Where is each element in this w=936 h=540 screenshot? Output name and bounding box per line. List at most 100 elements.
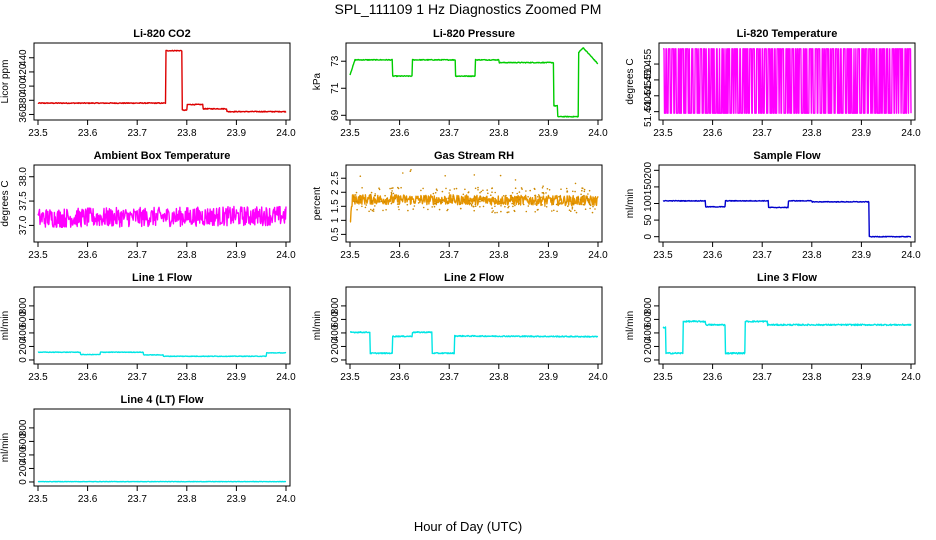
data-point (504, 205, 506, 208)
data-point (494, 205, 496, 208)
data-point (474, 196, 476, 198)
x-tick-label: 24.0 (588, 372, 608, 383)
x-tick-label: 23.6 (390, 372, 410, 383)
x-tick-label: 23.7 (752, 372, 772, 383)
data-point (479, 200, 481, 203)
data-point (370, 191, 373, 194)
data-point (587, 200, 590, 202)
x-tick-label: 23.5 (28, 494, 48, 505)
x-tick-label: 23.9 (539, 128, 559, 139)
data-point (513, 210, 516, 213)
panel-title: Line 3 Flow (757, 272, 817, 284)
x-tick-label: 23.8 (802, 128, 822, 139)
data-point (534, 211, 536, 213)
x-tick-label: 23.7 (752, 128, 772, 139)
data-point (361, 187, 363, 189)
data-point (570, 210, 572, 212)
data-point (589, 207, 591, 210)
data-point (525, 210, 528, 213)
data-point (468, 199, 470, 202)
data-point (386, 197, 389, 199)
data-point (354, 194, 357, 196)
data-point (579, 199, 582, 201)
data-point (556, 210, 558, 213)
data-point (370, 208, 372, 211)
data-point (542, 185, 544, 187)
y-tick-label: 38.0 (18, 167, 29, 187)
x-tick-label: 23.7 (439, 372, 459, 383)
x-tick-label: 24.0 (276, 250, 296, 261)
plot-frame (33, 286, 291, 365)
data-point (501, 202, 504, 204)
data-point (382, 209, 384, 212)
x-tick-label: 23.7 (752, 250, 772, 261)
data-point (441, 200, 443, 202)
data-point (422, 187, 424, 190)
plot-frame (345, 42, 603, 121)
data-point (587, 197, 589, 200)
data-point (470, 203, 473, 206)
data-point (541, 187, 544, 189)
data-point (449, 189, 451, 191)
data-point (514, 187, 517, 189)
data-point (436, 201, 438, 204)
series-line (662, 199, 912, 238)
data-point (423, 196, 426, 198)
y-tick-label: 51.440 (643, 96, 654, 127)
y-tick-label: 360 (18, 106, 29, 123)
x-tick-label: 23.9 (227, 128, 247, 139)
data-point (588, 202, 591, 204)
y-axis-label: ml/min (625, 311, 636, 340)
data-point (494, 191, 497, 194)
plot-frame (33, 408, 291, 487)
data-point (552, 203, 555, 206)
data-point (413, 200, 415, 203)
x-tick-label: 23.5 (653, 128, 673, 139)
panel-title: Li-820 Temperature (737, 28, 838, 40)
data-point (546, 188, 549, 190)
data-point (575, 211, 578, 214)
x-tick-label: 23.8 (802, 372, 822, 383)
data-point (516, 192, 518, 195)
y-tick-label: 2.5 (330, 171, 341, 185)
data-point (574, 182, 577, 185)
data-point (392, 192, 395, 195)
data-point (540, 196, 542, 199)
data-point (510, 199, 512, 201)
data-point (397, 186, 399, 189)
data-point (397, 206, 400, 208)
y-tick-label: 1 (330, 217, 341, 223)
data-point (368, 210, 370, 213)
data-point (372, 210, 375, 212)
data-point (572, 190, 574, 193)
chart-panels: Li-820 CO2 23.5 23.6 23.7 23.8 23.9 24.0 360380… (0, 28, 921, 505)
x-tick-label: 24.0 (901, 128, 921, 139)
y-axis-label: ml/min (312, 311, 323, 340)
data-point (500, 210, 502, 213)
x-tick-label: 23.9 (852, 372, 872, 383)
data-point (486, 189, 489, 191)
data-point (391, 190, 393, 192)
y-tick-label: 600 (18, 433, 29, 450)
data-point (370, 201, 373, 204)
data-point (553, 209, 555, 212)
data-point (401, 199, 403, 201)
data-point (412, 208, 415, 210)
x-tick-label: 23.8 (489, 128, 509, 139)
data-point (544, 205, 546, 207)
data-point (460, 202, 462, 204)
panel-sample-flow: Sample Flow 23.5 23.6 23.7 23.8 23.9 24.0 0 50 10… (625, 150, 921, 261)
y-tick-label: 1.5 (330, 199, 341, 213)
x-tick-label: 23.5 (340, 372, 360, 383)
data-point (479, 195, 482, 198)
data-point (494, 211, 496, 214)
data-point (369, 194, 371, 196)
data-point (589, 204, 592, 207)
y-tick-label: 51.450 (643, 64, 654, 95)
data-point (433, 205, 436, 208)
x-tick-label: 23.6 (390, 250, 410, 261)
data-point (547, 195, 550, 198)
data-point (565, 201, 567, 204)
panel-gas-stream-rh: Gas Stream RH 23.5 23.6 23.7 23.8 23.9 24.0 0.5… (312, 150, 608, 261)
data-point (534, 203, 536, 205)
